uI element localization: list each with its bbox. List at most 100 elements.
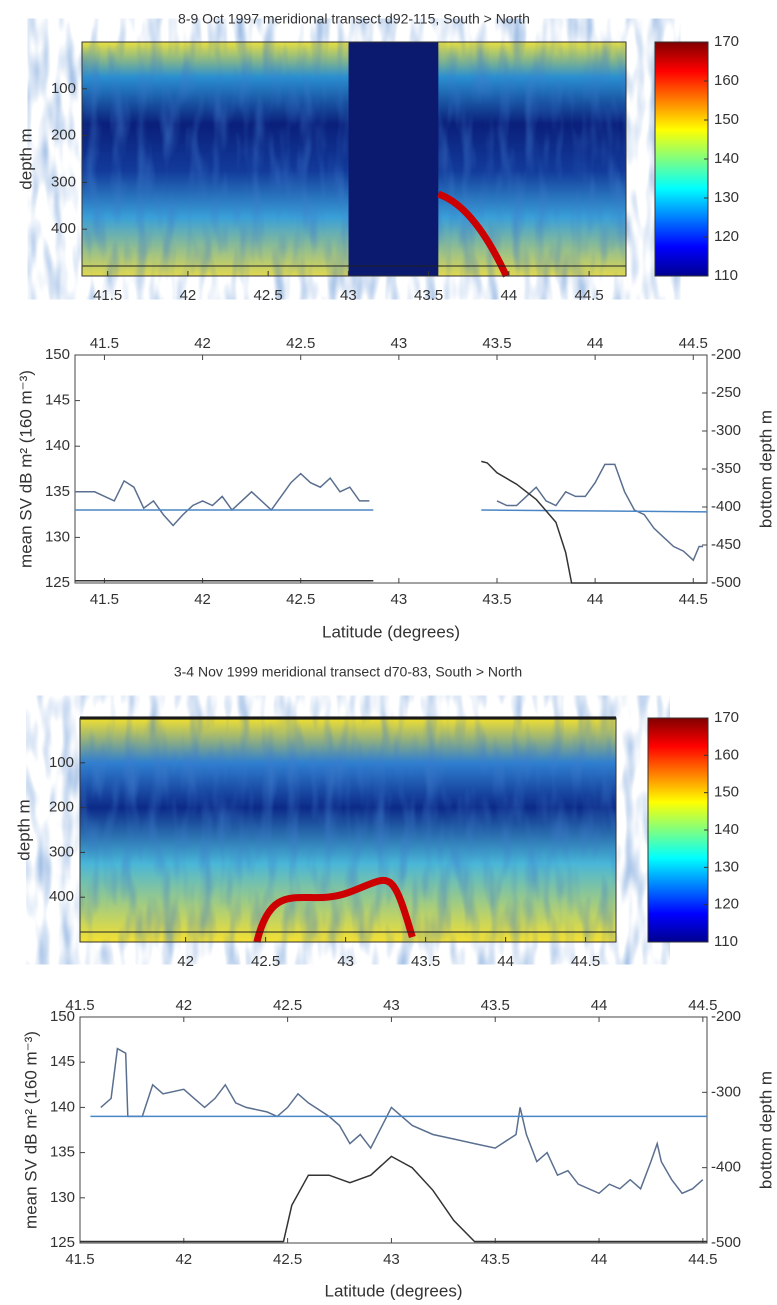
y2-tick-label: -300 bbox=[711, 422, 741, 439]
colorbar-tick-label: 120 bbox=[714, 228, 739, 245]
y2-tick-label: -400 bbox=[711, 498, 741, 515]
y-tick-label: 125 bbox=[50, 1234, 75, 1251]
x-tick-label: 44 bbox=[591, 1251, 608, 1268]
chart-title: 3-4 Nov 1999 meridional transect d70-83,… bbox=[174, 664, 522, 680]
y2-tick-label: -450 bbox=[711, 536, 741, 553]
x-top-tick-label: 41.5 bbox=[65, 997, 94, 1014]
x-tick-label: 44.5 bbox=[571, 953, 600, 970]
colorbar-tick-label: 170 bbox=[714, 709, 739, 726]
y-tick-label: 130 bbox=[45, 528, 70, 545]
seabed-echo bbox=[437, 190, 510, 278]
colorbar-tick-label: 150 bbox=[714, 111, 739, 128]
y-tick-label: 300 bbox=[51, 173, 76, 190]
x-tick-label: 44.5 bbox=[688, 1251, 717, 1268]
colorbar-tick-label: 110 bbox=[714, 933, 738, 950]
x-top-tick-label: 42 bbox=[194, 335, 211, 352]
x-tick-label: 42 bbox=[180, 287, 197, 304]
y-axis-label: mean SV dB m² (160 m⁻³) bbox=[16, 370, 35, 568]
y2-tick-label: -400 bbox=[711, 1159, 741, 1176]
x-tick-label: 42 bbox=[175, 1251, 192, 1268]
x-tick-label: 43.5 bbox=[411, 953, 440, 970]
x-tick-label: 44.5 bbox=[574, 287, 603, 304]
x-axis-label: Latitude (degrees) bbox=[325, 1281, 463, 1300]
data-line bbox=[75, 509, 708, 513]
colorbar-tick-label: 140 bbox=[714, 150, 739, 167]
x-tick-label: 42.5 bbox=[254, 287, 283, 304]
data-line bbox=[100, 1047, 704, 1195]
y-axis-label: depth m bbox=[16, 128, 35, 189]
x-tick-label: 43 bbox=[383, 1251, 400, 1268]
x-tick-label: 44.5 bbox=[679, 591, 708, 608]
x-tick-label: 43.5 bbox=[482, 591, 511, 608]
chart-title: 8-9 Oct 1997 meridional transect d92-115… bbox=[178, 11, 530, 27]
x-tick-label: 42.5 bbox=[286, 591, 315, 608]
y-axis-label: depth m bbox=[14, 799, 33, 860]
x-axis-label: Latitude (degrees) bbox=[322, 622, 460, 641]
x-top-tick-label: 44 bbox=[587, 335, 604, 352]
plot-frame bbox=[79, 1016, 708, 1244]
x-top-tick-label: 43.5 bbox=[482, 335, 511, 352]
colorbar bbox=[654, 41, 709, 277]
echogram-texture bbox=[80, 718, 616, 942]
data-line bbox=[75, 463, 704, 562]
y-tick-label: 145 bbox=[45, 392, 70, 409]
x-tick-label: 43 bbox=[340, 287, 357, 304]
y-tick-label: 140 bbox=[45, 437, 70, 454]
colorbar-tick-label: 130 bbox=[714, 858, 739, 875]
colorbar-tick-label: 150 bbox=[714, 784, 739, 801]
y2-tick-label: -500 bbox=[711, 574, 741, 591]
x-top-tick-label: 43 bbox=[391, 335, 408, 352]
y-tick-label: 145 bbox=[50, 1053, 75, 1070]
colorbar-tick-label: 160 bbox=[714, 746, 739, 763]
y-tick-label: 400 bbox=[51, 220, 76, 237]
x-tick-label: 43.5 bbox=[481, 1251, 510, 1268]
y-tick-label: 130 bbox=[50, 1189, 75, 1206]
y2-tick-label: -350 bbox=[711, 460, 741, 477]
colorbar-tick-label: 140 bbox=[714, 821, 739, 838]
x-top-tick-label: 43 bbox=[383, 997, 400, 1014]
x-top-tick-label: 44.5 bbox=[688, 997, 717, 1014]
y-tick-label: 135 bbox=[45, 483, 70, 500]
x-tick-label: 41.5 bbox=[90, 591, 119, 608]
data-line bbox=[80, 1155, 707, 1243]
colorbar-tick-label: 160 bbox=[714, 72, 739, 89]
y-tick-label: 400 bbox=[49, 888, 74, 905]
plot-frame bbox=[81, 41, 627, 277]
y2-tick-label: -250 bbox=[711, 384, 741, 401]
y2-tick-label: -500 bbox=[711, 1234, 741, 1251]
x-top-tick-label: 42.5 bbox=[286, 335, 315, 352]
plot-frame bbox=[79, 717, 617, 943]
y2-axis-label: bottom depth m bbox=[756, 410, 775, 528]
x-tick-label: 42 bbox=[194, 591, 211, 608]
x-top-tick-label: 43.5 bbox=[481, 997, 510, 1014]
x-tick-label: 44 bbox=[501, 287, 518, 304]
y-tick-label: 300 bbox=[49, 843, 74, 860]
y-tick-label: 100 bbox=[51, 80, 76, 97]
y2-tick-label: -200 bbox=[711, 346, 741, 363]
colorbar-tick-label: 170 bbox=[714, 33, 739, 50]
y2-axis-label: bottom depth m bbox=[756, 1071, 775, 1189]
x-tick-label: 42 bbox=[177, 953, 194, 970]
data-line bbox=[75, 460, 707, 584]
y-tick-label: 150 bbox=[50, 1008, 75, 1025]
colorbar bbox=[647, 717, 709, 943]
y-tick-label: 200 bbox=[51, 127, 76, 144]
no-data-band bbox=[348, 42, 439, 276]
colorbar-tick-label: 110 bbox=[714, 267, 738, 284]
x-tick-label: 44 bbox=[497, 953, 514, 970]
x-top-tick-label: 42 bbox=[175, 997, 192, 1014]
x-tick-label: 41.5 bbox=[93, 287, 122, 304]
x-top-tick-label: 44.5 bbox=[679, 335, 708, 352]
y-tick-label: 200 bbox=[49, 799, 74, 816]
plot-frame bbox=[74, 354, 708, 584]
x-tick-label: 41.5 bbox=[65, 1251, 94, 1268]
y-tick-label: 150 bbox=[45, 346, 70, 363]
x-tick-label: 44 bbox=[587, 591, 604, 608]
x-tick-label: 42.5 bbox=[251, 953, 280, 970]
y2-tick-label: -200 bbox=[711, 1008, 741, 1025]
y-tick-label: 135 bbox=[50, 1144, 75, 1161]
x-top-tick-label: 41.5 bbox=[90, 335, 119, 352]
colorbar-tick-label: 120 bbox=[714, 896, 739, 913]
x-tick-label: 43.5 bbox=[414, 287, 443, 304]
